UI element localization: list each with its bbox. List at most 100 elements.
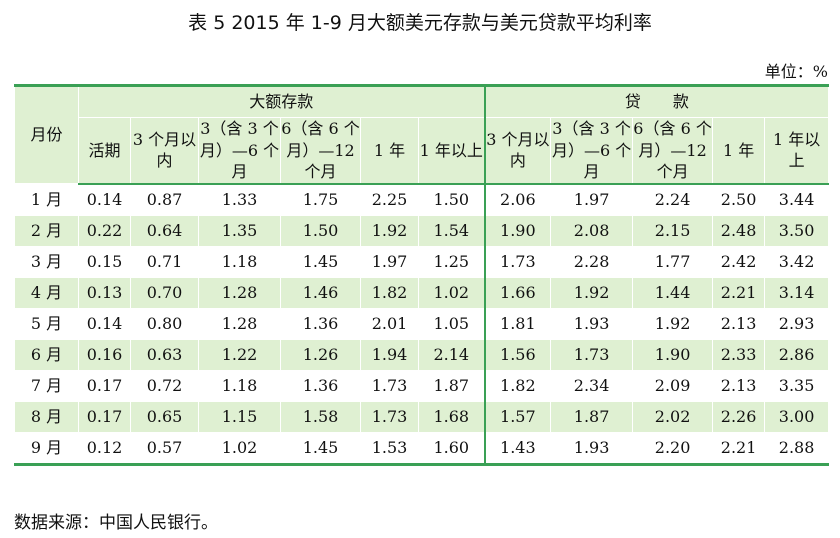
rate-cell: 2.15 bbox=[632, 214, 714, 247]
rate-cell: 0.87 bbox=[130, 183, 199, 216]
rate-cell: 1.73 bbox=[483, 245, 552, 278]
rate-cell: 1.87 bbox=[550, 400, 634, 433]
rate-cell: 2.42 bbox=[712, 245, 766, 278]
rate-cell: 0.71 bbox=[130, 245, 199, 278]
table-row: 9 月 0.12 0.57 1.02 1.45 1.53 1.60 1.43 1.93 2.20 2… bbox=[14, 431, 830, 466]
rate-cell: 1.81 bbox=[483, 307, 552, 340]
rate-cell: 1.57 bbox=[483, 400, 552, 433]
rate-cell: 0.80 bbox=[130, 307, 199, 340]
rate-cell: 1.28 bbox=[198, 276, 281, 309]
rate-cell: 2.21 bbox=[712, 276, 766, 309]
table-row: 3 月 0.15 0.71 1.18 1.45 1.97 1.25 1.73 2.28 1.77 2… bbox=[14, 245, 830, 278]
rate-cell: 0.16 bbox=[78, 338, 131, 371]
rate-cell: 0.65 bbox=[130, 400, 199, 433]
rate-cell: 1.93 bbox=[550, 307, 634, 340]
month-cell: 2 月 bbox=[14, 214, 79, 247]
rate-cell: 1.94 bbox=[360, 338, 419, 371]
rate-cell: 1.28 bbox=[198, 307, 281, 340]
rate-cell: 1.92 bbox=[360, 214, 419, 247]
rate-cell: 0.14 bbox=[78, 307, 131, 340]
rate-cell: 2.09 bbox=[632, 369, 714, 402]
month-cell: 3 月 bbox=[14, 245, 79, 278]
rate-cell: 2.48 bbox=[712, 214, 766, 247]
month-cell: 6 月 bbox=[14, 338, 79, 371]
rate-cell: 1.18 bbox=[198, 245, 281, 278]
title: 表 5 2015 年 1-9 月大额美元存款与美元贷款平均利率 bbox=[188, 12, 652, 34]
rate-cell: 2.01 bbox=[360, 307, 419, 340]
rate-cell: 1.68 bbox=[417, 400, 486, 433]
rate-cell: 1.44 bbox=[632, 276, 714, 309]
rate-cell: 3.42 bbox=[764, 245, 830, 278]
table-row: 6 月 0.16 0.63 1.22 1.26 1.94 2.14 1.56 1.73 1.90 2… bbox=[14, 338, 830, 371]
rate-cell: 1.54 bbox=[417, 214, 486, 247]
rate-cell: 2.86 bbox=[764, 338, 830, 371]
month-cell: 1 月 bbox=[14, 183, 79, 216]
rate-cell: 1.43 bbox=[483, 431, 552, 466]
column-header: 活期 bbox=[78, 116, 131, 185]
rate-cell: 2.02 bbox=[632, 400, 714, 433]
rate-cell: 1.58 bbox=[280, 400, 361, 433]
rate-cell: 1.73 bbox=[360, 400, 419, 433]
group-header: 贷 款 bbox=[483, 84, 830, 118]
table-header: 月份 大额存款 贷 款 活期 3 个月以内 3（含 3 个月）—6 个月 6（含 6 … bbox=[14, 83, 830, 185]
rate-cell: 2.13 bbox=[712, 369, 766, 402]
month-cell: 5 月 bbox=[14, 307, 79, 340]
rate-cell: 2.33 bbox=[712, 338, 766, 371]
month-cell: 9 月 bbox=[14, 431, 79, 466]
column-header: 3（含 3 个月）—6 个月 bbox=[198, 116, 281, 185]
rate-cell: 0.63 bbox=[130, 338, 199, 371]
month-cell: 8 月 bbox=[14, 400, 79, 433]
rate-cell: 0.14 bbox=[78, 183, 131, 216]
rate-cell: 1.90 bbox=[632, 338, 714, 371]
rate-cell: 1.97 bbox=[550, 183, 634, 216]
rate-cell: 1.46 bbox=[280, 276, 361, 309]
rate-cell: 0.70 bbox=[130, 276, 199, 309]
rate-cell: 1.66 bbox=[483, 276, 552, 309]
rate-cell: 2.20 bbox=[632, 431, 714, 466]
rate-cell: 0.12 bbox=[78, 431, 131, 466]
rate-cell: 0.57 bbox=[130, 431, 199, 466]
rate-cell: 2.26 bbox=[712, 400, 766, 433]
rate-cell: 1.77 bbox=[632, 245, 714, 278]
rate-table: 月份 大额存款 贷 款 活期 3 个月以内 3（含 3 个月）—6 个月 6（含 6 … bbox=[14, 83, 830, 466]
rate-cell: 1.92 bbox=[632, 307, 714, 340]
rate-cell: 1.05 bbox=[417, 307, 486, 340]
rate-cell: 1.60 bbox=[417, 431, 486, 466]
rate-cell: 2.28 bbox=[550, 245, 634, 278]
rate-cell: 1.73 bbox=[550, 338, 634, 371]
group-header: 大额存款 bbox=[77, 84, 486, 118]
rate-cell: 1.33 bbox=[198, 183, 281, 216]
rate-cell: 0.17 bbox=[78, 400, 131, 433]
rate-cell: 1.36 bbox=[280, 307, 361, 340]
rate-cell: 1.75 bbox=[280, 183, 361, 216]
rate-cell: 1.56 bbox=[483, 338, 552, 371]
rate-cell: 1.36 bbox=[280, 369, 361, 402]
rate-cell: 2.08 bbox=[550, 214, 634, 247]
rate-cell: 3.44 bbox=[764, 183, 830, 216]
rate-cell: 2.34 bbox=[550, 369, 634, 402]
rate-cell: 1.53 bbox=[360, 431, 419, 466]
rate-cell: 0.15 bbox=[78, 245, 131, 278]
rate-cell: 2.13 bbox=[712, 307, 766, 340]
rate-cell: 1.45 bbox=[280, 431, 361, 466]
rate-cell: 2.14 bbox=[417, 338, 486, 371]
rate-cell: 3.14 bbox=[764, 276, 830, 309]
rate-cell: 2.06 bbox=[483, 183, 552, 216]
rate-cell: 0.72 bbox=[130, 369, 199, 402]
table-row: 7 月 0.17 0.72 1.18 1.36 1.73 1.87 1.82 2.34 2.09 2… bbox=[14, 369, 830, 402]
column-header: 6（含 6 个月）—12 个月 bbox=[632, 116, 714, 185]
rate-cell: 0.64 bbox=[130, 214, 199, 247]
rate-cell: 2.21 bbox=[712, 431, 766, 466]
rate-cell: 1.50 bbox=[280, 214, 361, 247]
rate-cell: 1.50 bbox=[417, 183, 486, 216]
column-header: 3 个月以内 bbox=[130, 116, 199, 185]
rate-cell: 1.87 bbox=[417, 369, 486, 402]
column-header: 6（含 6 个月）—12 个月 bbox=[280, 116, 361, 185]
rate-cell: 1.45 bbox=[280, 245, 361, 278]
rate-cell: 1.35 bbox=[198, 214, 281, 247]
rate-cell: 2.24 bbox=[632, 183, 714, 216]
rate-cell: 2.88 bbox=[764, 431, 830, 466]
rate-cell: 3.50 bbox=[764, 214, 830, 247]
rate-cell: 1.25 bbox=[417, 245, 486, 278]
